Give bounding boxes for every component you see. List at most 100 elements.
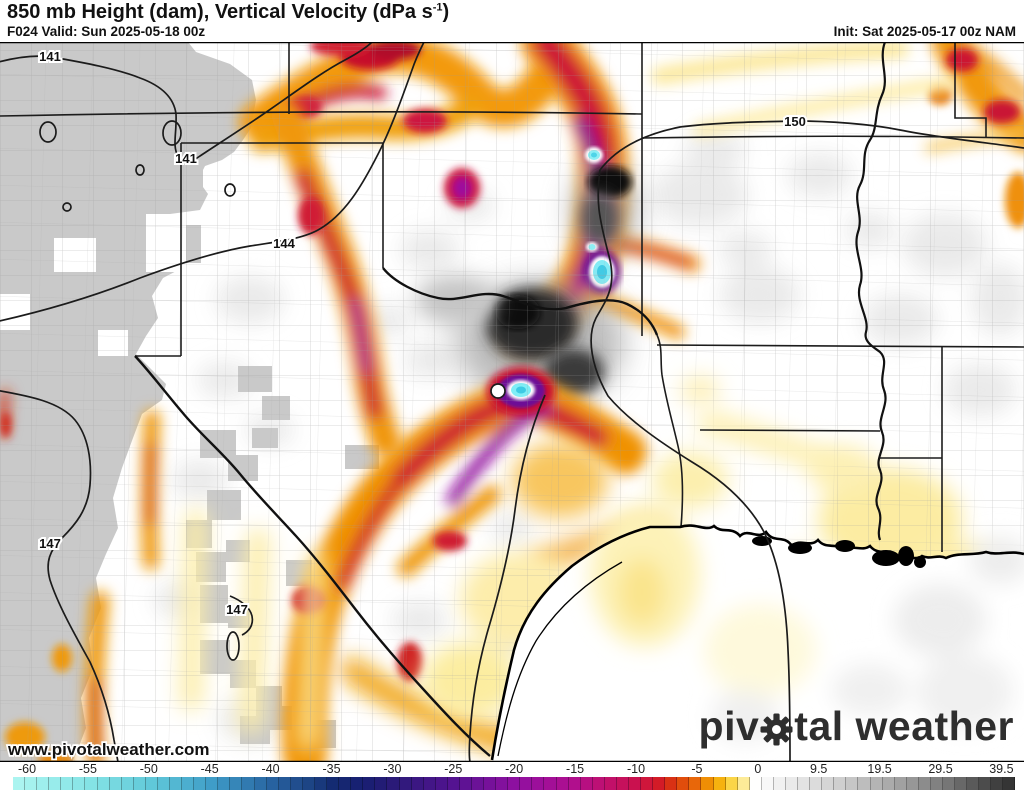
colorbar-cell [230, 777, 243, 790]
colorbar-cell [846, 777, 859, 790]
colorbar-cell [375, 777, 388, 790]
colorbar-cell [85, 777, 98, 790]
colorbar-cell [302, 777, 315, 790]
colorbar-cell [713, 777, 726, 790]
colorbar-cell [254, 777, 267, 790]
colorbar-cell [218, 777, 231, 790]
colorbar-cell [870, 777, 883, 790]
colorbar-cell [834, 777, 847, 790]
rivers [134, 42, 887, 757]
colorbar-cell [182, 777, 195, 790]
colorbar-cell [266, 777, 279, 790]
colorbar-cell [447, 777, 460, 790]
contour-label: 150 [784, 114, 806, 129]
colorbar-cell [930, 777, 944, 790]
colorbar-cell [943, 777, 956, 790]
colorbar-cell [339, 777, 352, 790]
contour-label: 147 [39, 536, 61, 551]
colorbar-cell [363, 777, 376, 790]
contour-label: 141 [175, 151, 197, 166]
colorbar-cell [520, 777, 533, 790]
colorbar-tick: -55 [78, 762, 97, 776]
colorbar-cell [170, 777, 183, 790]
valid-time-label: F024 Valid: Sun 2025-05-18 00z [7, 24, 206, 39]
colorbar-cell [773, 777, 786, 790]
colorbar-tick: 0 [754, 762, 762, 776]
colorbar-cell [508, 777, 521, 790]
contour-label: 141 [39, 49, 61, 64]
page-title: 850 mb Height (dam), Vertical Velocity (… [7, 1, 450, 23]
colorbar-cell [37, 777, 50, 790]
colorbar-tick: -15 [566, 762, 585, 776]
colorbar-cell [351, 777, 364, 790]
contour-label-group: 141 141 144 150 147 147 [37, 47, 808, 619]
colorbar-cell [628, 777, 642, 790]
colorbar-cell [556, 777, 569, 790]
colorbar-cell [496, 777, 509, 790]
colorbar-cell [206, 777, 219, 790]
colorbar-tick: -5 [691, 762, 703, 776]
title-superscript: -1 [432, 1, 443, 14]
colorbar-cell [616, 777, 629, 790]
colorbar-cell [327, 777, 340, 790]
colorbar-cell [25, 777, 38, 790]
contour-label: 147 [226, 602, 248, 617]
colorbar-cell [194, 777, 207, 790]
colorbar-cell [109, 777, 122, 790]
colorbar-cell [689, 777, 702, 790]
colorbar-tick: 9.5 [809, 762, 828, 776]
colorbar-cell [544, 777, 557, 790]
colorbar-cell [641, 777, 654, 790]
colorbar-cell [435, 777, 448, 790]
colorbar-cell [13, 777, 26, 790]
colorbar-tick: -35 [322, 762, 341, 776]
colorbar-cell [653, 777, 666, 790]
colorbar-cell [592, 777, 605, 790]
contour-label: 144 [273, 236, 295, 251]
colorbar-cell [314, 777, 328, 790]
colorbar-cell [1003, 777, 1016, 790]
colorbar-cell [568, 777, 581, 790]
colorbar-cell [991, 777, 1004, 790]
colorbar-tick: -40 [261, 762, 280, 776]
height-contours [0, 42, 1024, 762]
colorbar [13, 777, 1016, 790]
colorbar-cell [157, 777, 171, 790]
colorbar-cell [242, 777, 255, 790]
colorbar-cell [918, 777, 931, 790]
gear-icon [760, 713, 793, 746]
colorbar-cell [882, 777, 895, 790]
colorbar-cell [133, 777, 146, 790]
map-frame [0, 42, 1024, 762]
colorbar-tick: 29.5 [928, 762, 953, 776]
colorbar-cell [387, 777, 400, 790]
colorbar-cell [665, 777, 678, 790]
colorbar-cell [798, 777, 811, 790]
colorbar-cell [121, 777, 134, 790]
colorbar-cell [677, 777, 690, 790]
colorbar-cell [73, 777, 86, 790]
colorbar-cell [810, 777, 823, 790]
colorbar-cell [580, 777, 593, 790]
colorbar-tick: -30 [383, 762, 402, 776]
colorbar-tick: -60 [17, 762, 37, 776]
weather-map: 141 141 144 150 147 147 www.pivotalweather.co… [0, 42, 1024, 762]
colorbar-cell [979, 777, 992, 790]
state-borders [0, 42, 1024, 552]
colorbar-cell [49, 777, 62, 790]
colorbar-cell [484, 777, 497, 790]
colorbar-cell [822, 777, 835, 790]
colorbar-cell [145, 777, 158, 790]
colorbar-cell [955, 777, 968, 790]
colorbar-cell [532, 777, 545, 790]
logo-text-right: tal weather [794, 703, 1014, 749]
colorbar-cell [278, 777, 291, 790]
colorbar-cell [471, 777, 485, 790]
colorbar-tick: -25 [444, 762, 463, 776]
subtitle-row: F024 Valid: Sun 2025-05-18 00z Init: Sat… [7, 24, 1016, 40]
colorbar-cell [399, 777, 412, 790]
colorbar-cell [290, 777, 303, 790]
colorbar-cell [858, 777, 871, 790]
colorbar-tick: 19.5 [867, 762, 892, 776]
